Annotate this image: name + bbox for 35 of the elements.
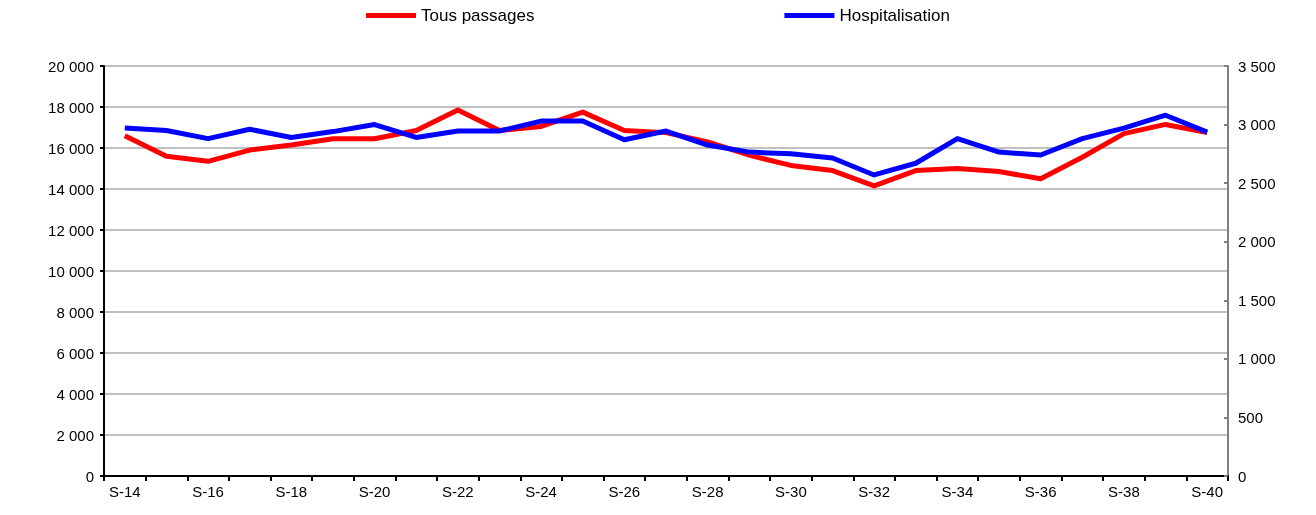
x-tick-label: S-28 [691, 483, 724, 500]
x-tick-label: S-36 [1024, 483, 1057, 500]
y-tick-label: 2 000 [56, 426, 94, 444]
x-tick-label: S-16 [192, 483, 224, 500]
y-tick-label: 8 000 [56, 303, 94, 321]
y-tick-label: 12 000 [48, 221, 94, 239]
x-tick-label: S-18 [275, 483, 308, 500]
y-tick-label: 4 000 [56, 385, 94, 403]
y-tick-label: 16 000 [48, 139, 94, 157]
y-tick-label: 10 000 [48, 262, 94, 280]
x-tick-label: S-34 [941, 483, 974, 500]
y2-tick-label: 2 000 [1238, 233, 1276, 251]
y2-tick-label: 3 500 [1238, 57, 1276, 75]
x-tick-label: S-30 [775, 483, 807, 500]
x-tick-label: S-24 [525, 483, 557, 500]
y-tick-label: 14 000 [48, 180, 94, 198]
legend-label: Hospitalisation [839, 6, 950, 25]
y2-tick-label: 500 [1238, 408, 1264, 426]
legend-label: Tous passages [421, 6, 535, 25]
y2-tick-label: 1 500 [1238, 291, 1276, 309]
x-tick-label: S-40 [1191, 483, 1224, 500]
y2-tick-label: 0 [1238, 467, 1247, 485]
y2-tick-label: 1 000 [1238, 350, 1276, 368]
y-tick-label: 18 000 [48, 98, 94, 116]
x-tick-label: S-32 [858, 483, 890, 500]
x-tick-label: S-14 [108, 483, 141, 500]
y-tick-label: 20 000 [48, 57, 94, 75]
y-tick-label: 6 000 [56, 344, 94, 362]
x-tick-label: S-26 [608, 483, 641, 500]
y2-tick-label: 3 000 [1238, 116, 1276, 134]
x-tick-label: S-20 [358, 483, 391, 500]
x-tick-label: S-38 [1108, 483, 1140, 500]
y2-tick-label: 2 500 [1238, 174, 1276, 192]
y-tick-label: 0 [85, 467, 94, 485]
x-tick-label: S-22 [442, 483, 474, 500]
